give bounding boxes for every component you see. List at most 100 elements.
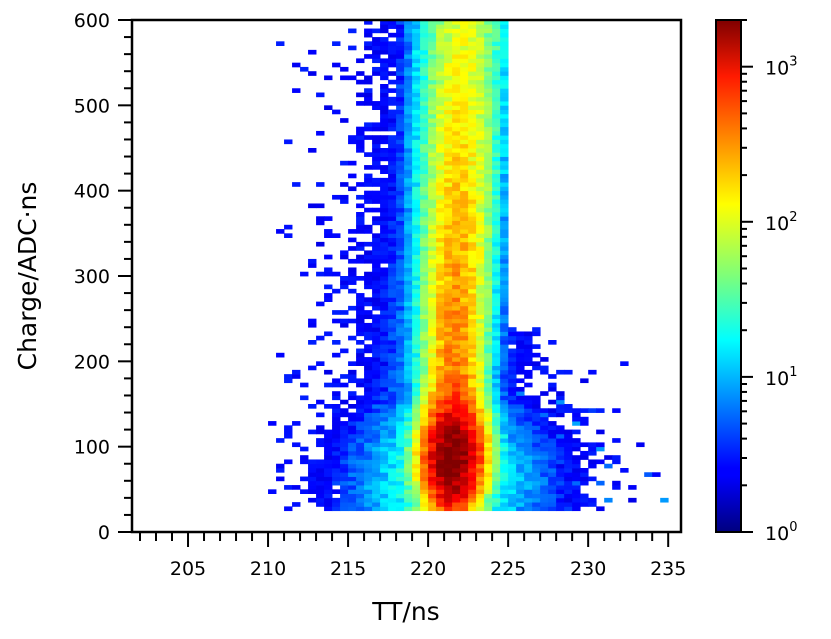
heatmap-cell bbox=[500, 489, 509, 494]
heatmap-cell bbox=[364, 425, 373, 430]
heatmap-cell bbox=[484, 20, 493, 25]
heatmap-cell bbox=[388, 340, 397, 345]
heatmap-cell bbox=[452, 246, 461, 251]
heatmap-cell bbox=[428, 369, 437, 375]
heatmap-cell bbox=[500, 62, 509, 68]
heatmap-cell bbox=[364, 173, 373, 179]
heatmap-cell bbox=[492, 24, 501, 29]
heatmap-cell bbox=[388, 468, 397, 473]
heatmap-cell bbox=[460, 58, 469, 64]
heatmap-cell bbox=[476, 126, 485, 132]
heatmap-cell bbox=[348, 28, 357, 34]
heatmap-cell bbox=[468, 395, 477, 401]
heatmap-cell bbox=[380, 88, 389, 93]
heatmap-cell bbox=[412, 331, 421, 337]
heatmap-cell bbox=[348, 455, 357, 460]
heatmap-cell bbox=[412, 293, 421, 298]
heatmap-cell bbox=[348, 276, 357, 281]
heatmap-cell bbox=[404, 314, 413, 320]
heatmap-cell bbox=[492, 258, 501, 264]
heatmap-cell bbox=[292, 485, 301, 490]
heatmap-cell bbox=[276, 352, 285, 358]
heatmap-cell bbox=[436, 199, 445, 204]
heatmap-cell bbox=[572, 442, 581, 448]
heatmap-cell bbox=[476, 71, 485, 76]
heatmap-cell bbox=[484, 130, 493, 136]
heatmap-cell bbox=[380, 177, 389, 183]
heatmap-cell bbox=[444, 340, 453, 345]
heatmap-cell bbox=[420, 391, 429, 396]
heatmap-cell bbox=[460, 429, 469, 435]
heatmap-cell bbox=[452, 506, 461, 512]
heatmap-cell bbox=[452, 254, 461, 260]
heatmap-cell bbox=[396, 54, 405, 59]
heatmap-cell bbox=[556, 369, 565, 375]
heatmap-cell bbox=[404, 404, 413, 409]
heatmap-cell bbox=[396, 429, 405, 435]
heatmap-cell bbox=[364, 331, 373, 337]
heatmap-cell bbox=[380, 207, 389, 213]
heatmap-cell bbox=[460, 237, 469, 243]
heatmap-cell bbox=[348, 476, 357, 482]
heatmap-cell bbox=[436, 135, 445, 140]
heatmap-cell bbox=[476, 75, 485, 81]
heatmap-cell bbox=[372, 41, 381, 46]
heatmap-cell bbox=[436, 109, 445, 115]
heatmap-cell bbox=[380, 169, 389, 174]
heatmap-cell bbox=[412, 32, 421, 38]
heatmap-cell bbox=[500, 122, 509, 128]
heatmap-cell bbox=[476, 446, 485, 452]
heatmap-cell bbox=[436, 276, 445, 281]
heatmap-cell bbox=[436, 177, 445, 183]
heatmap-cell bbox=[460, 412, 469, 418]
heatmap-cell bbox=[420, 263, 429, 268]
heatmap-cell bbox=[452, 126, 461, 132]
heatmap-cell bbox=[460, 122, 469, 128]
heatmap-cell bbox=[460, 32, 469, 38]
heatmap-cell bbox=[580, 416, 589, 422]
heatmap-cell bbox=[332, 476, 341, 482]
heatmap-cell bbox=[484, 216, 493, 221]
heatmap-cell bbox=[404, 28, 413, 34]
heatmap-cell bbox=[564, 408, 573, 413]
heatmap-cell bbox=[388, 229, 397, 234]
heatmap-cell bbox=[412, 310, 421, 315]
heatmap-cell bbox=[588, 459, 597, 465]
heatmap-cell bbox=[316, 399, 325, 405]
heatmap-cell bbox=[476, 327, 485, 332]
heatmap-cell bbox=[372, 472, 381, 477]
heatmap-cell bbox=[332, 395, 341, 401]
heatmap-cell bbox=[380, 506, 389, 512]
heatmap-cell bbox=[420, 404, 429, 409]
heatmap-cell bbox=[412, 408, 421, 413]
heatmap-cell bbox=[380, 293, 389, 298]
heatmap-cell bbox=[548, 480, 557, 486]
heatmap-cell bbox=[412, 152, 421, 157]
heatmap-cell bbox=[468, 327, 477, 332]
heatmap-cell bbox=[500, 404, 509, 409]
heatmap-cell bbox=[396, 212, 405, 217]
heatmap-cell bbox=[500, 37, 509, 42]
heatmap-cell bbox=[412, 357, 421, 362]
heatmap-cell bbox=[476, 258, 485, 264]
heatmap-cell bbox=[444, 216, 453, 221]
heatmap-cell bbox=[476, 357, 485, 362]
heatmap-cell bbox=[436, 156, 445, 162]
heatmap-cell bbox=[340, 199, 349, 204]
heatmap-cell bbox=[468, 293, 477, 298]
heatmap-cell bbox=[452, 404, 461, 409]
heatmap-cell bbox=[436, 468, 445, 473]
heatmap-cell bbox=[492, 28, 501, 34]
heatmap-cell bbox=[380, 118, 389, 123]
heatmap-cell bbox=[460, 246, 469, 251]
heatmap-cell bbox=[524, 357, 533, 362]
heatmap-cell bbox=[420, 66, 429, 72]
heatmap-cell bbox=[500, 378, 509, 384]
heatmap-cell bbox=[412, 220, 421, 226]
heatmap-cell bbox=[468, 79, 477, 85]
heatmap-cell bbox=[364, 416, 373, 422]
heatmap-cell bbox=[452, 489, 461, 494]
heatmap-cell bbox=[412, 318, 421, 324]
heatmap-cell bbox=[484, 374, 493, 379]
x-axis: 205 210 215 220 225 230 235 bbox=[139, 532, 686, 580]
